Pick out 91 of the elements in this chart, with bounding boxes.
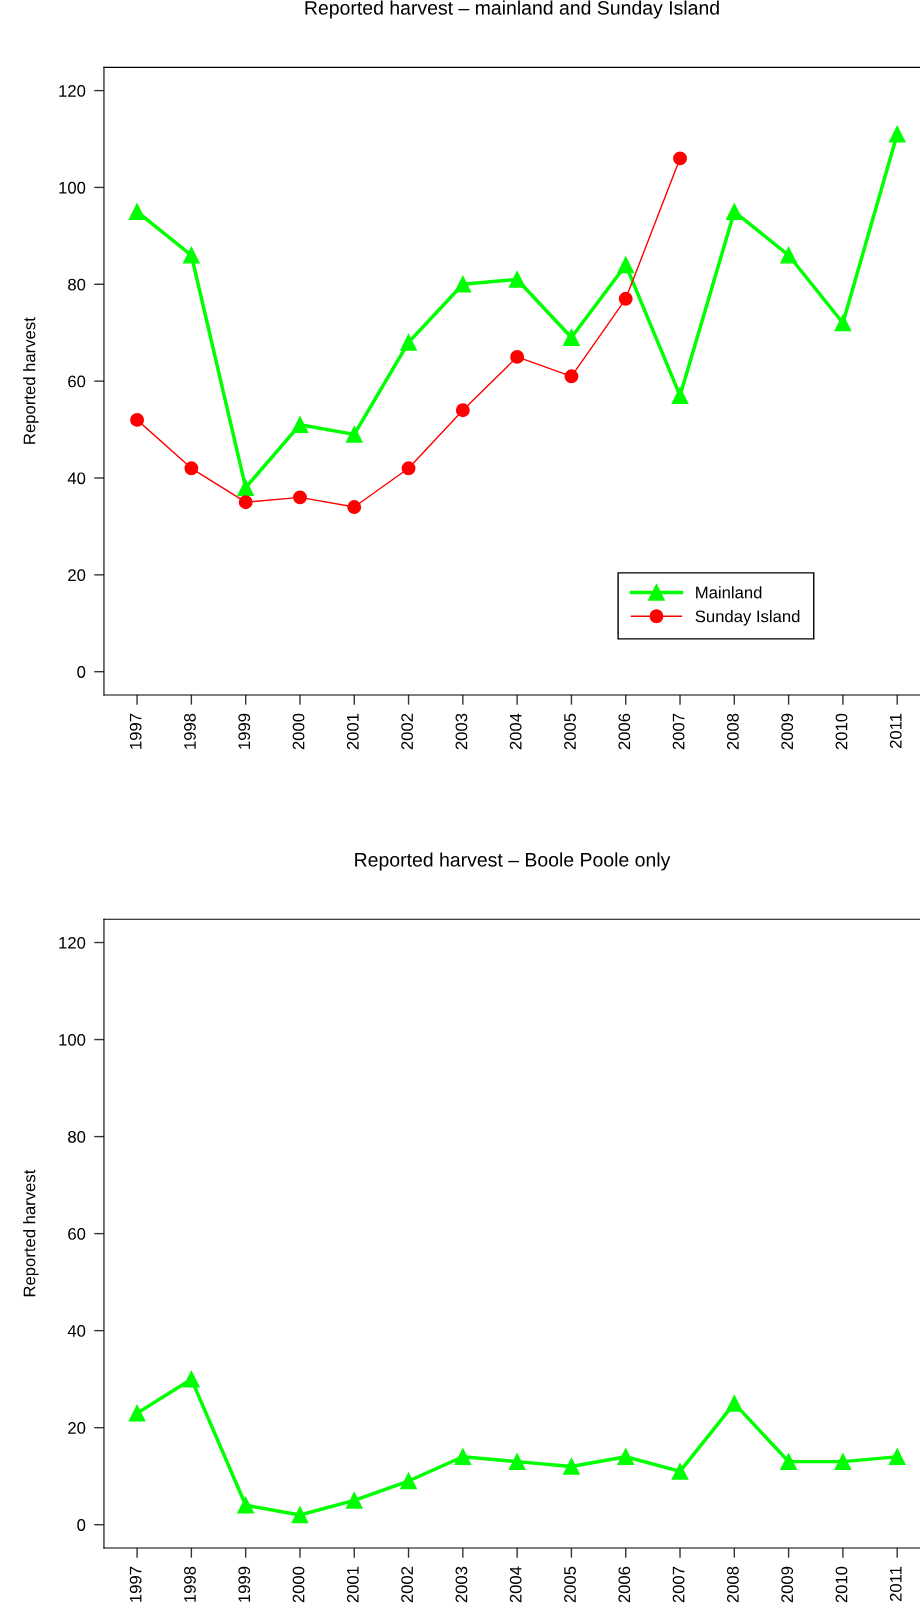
- x-tick-label: 2004: [509, 713, 522, 750]
- point: [617, 256, 635, 274]
- x-tick-label: 2004: [509, 1566, 522, 1603]
- x-tick-label: 1999: [238, 713, 251, 749]
- point: [671, 1462, 689, 1480]
- point: [725, 1395, 743, 1412]
- y-tick-label: 120: [59, 936, 86, 949]
- point: [347, 500, 362, 514]
- y-tick-label: 0: [77, 666, 86, 678]
- x-tick-label: 2001: [346, 1566, 359, 1603]
- point: [454, 275, 472, 293]
- point: [291, 416, 309, 434]
- point: [128, 203, 146, 220]
- point: [834, 314, 852, 332]
- y-axis-title: Reported harvest: [23, 1169, 39, 1297]
- x-tick-label: 2000: [292, 1566, 305, 1603]
- x-tick-label: 2005: [564, 713, 576, 750]
- x-tick-label: 2009: [781, 713, 794, 750]
- point: [564, 369, 579, 384]
- x-tick-label: 2006: [618, 1566, 631, 1603]
- point: [128, 1404, 146, 1422]
- point: [671, 387, 689, 405]
- point: [293, 490, 307, 505]
- x-tick-label: 2002: [401, 713, 414, 750]
- y-tick-label: 80: [68, 1130, 86, 1143]
- point: [183, 1370, 200, 1388]
- point: [618, 291, 633, 306]
- x-tick-label: 2003: [455, 1566, 468, 1603]
- y-tick-label: 20: [68, 1422, 86, 1434]
- point: [725, 203, 743, 220]
- point: [673, 151, 687, 166]
- y-tick-label: 60: [68, 1228, 86, 1240]
- x-tick-label: 2005: [564, 1566, 576, 1603]
- x-tick-label: 2011: [889, 1566, 902, 1602]
- legend-label: Sunday Island: [695, 610, 800, 626]
- point: [291, 1506, 309, 1524]
- y-tick-label: 100: [59, 181, 86, 194]
- x-tick-label: 1998: [184, 713, 196, 749]
- point: [237, 1496, 255, 1514]
- y-tick-label: 80: [68, 278, 86, 291]
- x-tick-label: 2008: [726, 713, 739, 750]
- x-tick-label: 2003: [455, 713, 468, 750]
- point: [888, 125, 906, 143]
- y-tick-label: 60: [68, 375, 86, 388]
- x-tick-label: 1999: [238, 1566, 251, 1602]
- point: [454, 1448, 472, 1466]
- x-tick-label: 2002: [401, 1566, 414, 1603]
- point: [508, 1453, 526, 1470]
- point: [130, 412, 145, 427]
- point: [780, 1453, 797, 1470]
- chart-title: Reported harvest – Boole Poole only: [355, 852, 671, 871]
- point: [401, 461, 416, 476]
- y-tick-label: 100: [59, 1033, 86, 1046]
- point: [455, 403, 470, 418]
- y-tick-label: 120: [59, 84, 86, 97]
- y-tick-label: 40: [67, 472, 86, 485]
- x-tick-label: 2001: [346, 713, 359, 750]
- point: [617, 1448, 635, 1466]
- legend-label: Mainland: [696, 586, 762, 599]
- point: [888, 1448, 906, 1466]
- x-tick-label: 2007: [672, 713, 685, 750]
- point: [400, 1472, 417, 1490]
- point: [508, 271, 526, 288]
- y-tick-label: 20: [68, 569, 86, 582]
- y-tick-label: 40: [67, 1325, 86, 1337]
- y-axis-title: Reported harvest: [23, 317, 39, 444]
- x-tick-label: 2006: [618, 713, 631, 750]
- y-tick-label: 0: [77, 1519, 86, 1531]
- point: [238, 495, 253, 510]
- point: [237, 479, 255, 497]
- point: [183, 246, 200, 264]
- point: [834, 1453, 852, 1470]
- point: [780, 246, 797, 264]
- x-tick-label: 2007: [672, 1566, 685, 1603]
- x-tick-label: 2011: [889, 713, 902, 748]
- x-tick-label: 2008: [726, 1566, 739, 1603]
- point: [563, 329, 580, 346]
- x-tick-label: 1997: [129, 1566, 142, 1602]
- x-tick-label: 2010: [835, 713, 848, 750]
- point: [510, 349, 525, 364]
- x-tick-label: 2000: [292, 713, 305, 750]
- point: [345, 426, 363, 443]
- point: [345, 1492, 363, 1509]
- chart-title: Reported harvest – mainland and Sunday Island: [305, 0, 719, 19]
- point: [184, 461, 199, 476]
- x-tick-label: 2009: [781, 1566, 794, 1603]
- point: [400, 334, 417, 351]
- x-tick-label: 1997: [129, 713, 142, 749]
- point: [563, 1458, 580, 1475]
- x-tick-label: 1998: [184, 1566, 196, 1602]
- x-tick-label: 2010: [835, 1566, 848, 1603]
